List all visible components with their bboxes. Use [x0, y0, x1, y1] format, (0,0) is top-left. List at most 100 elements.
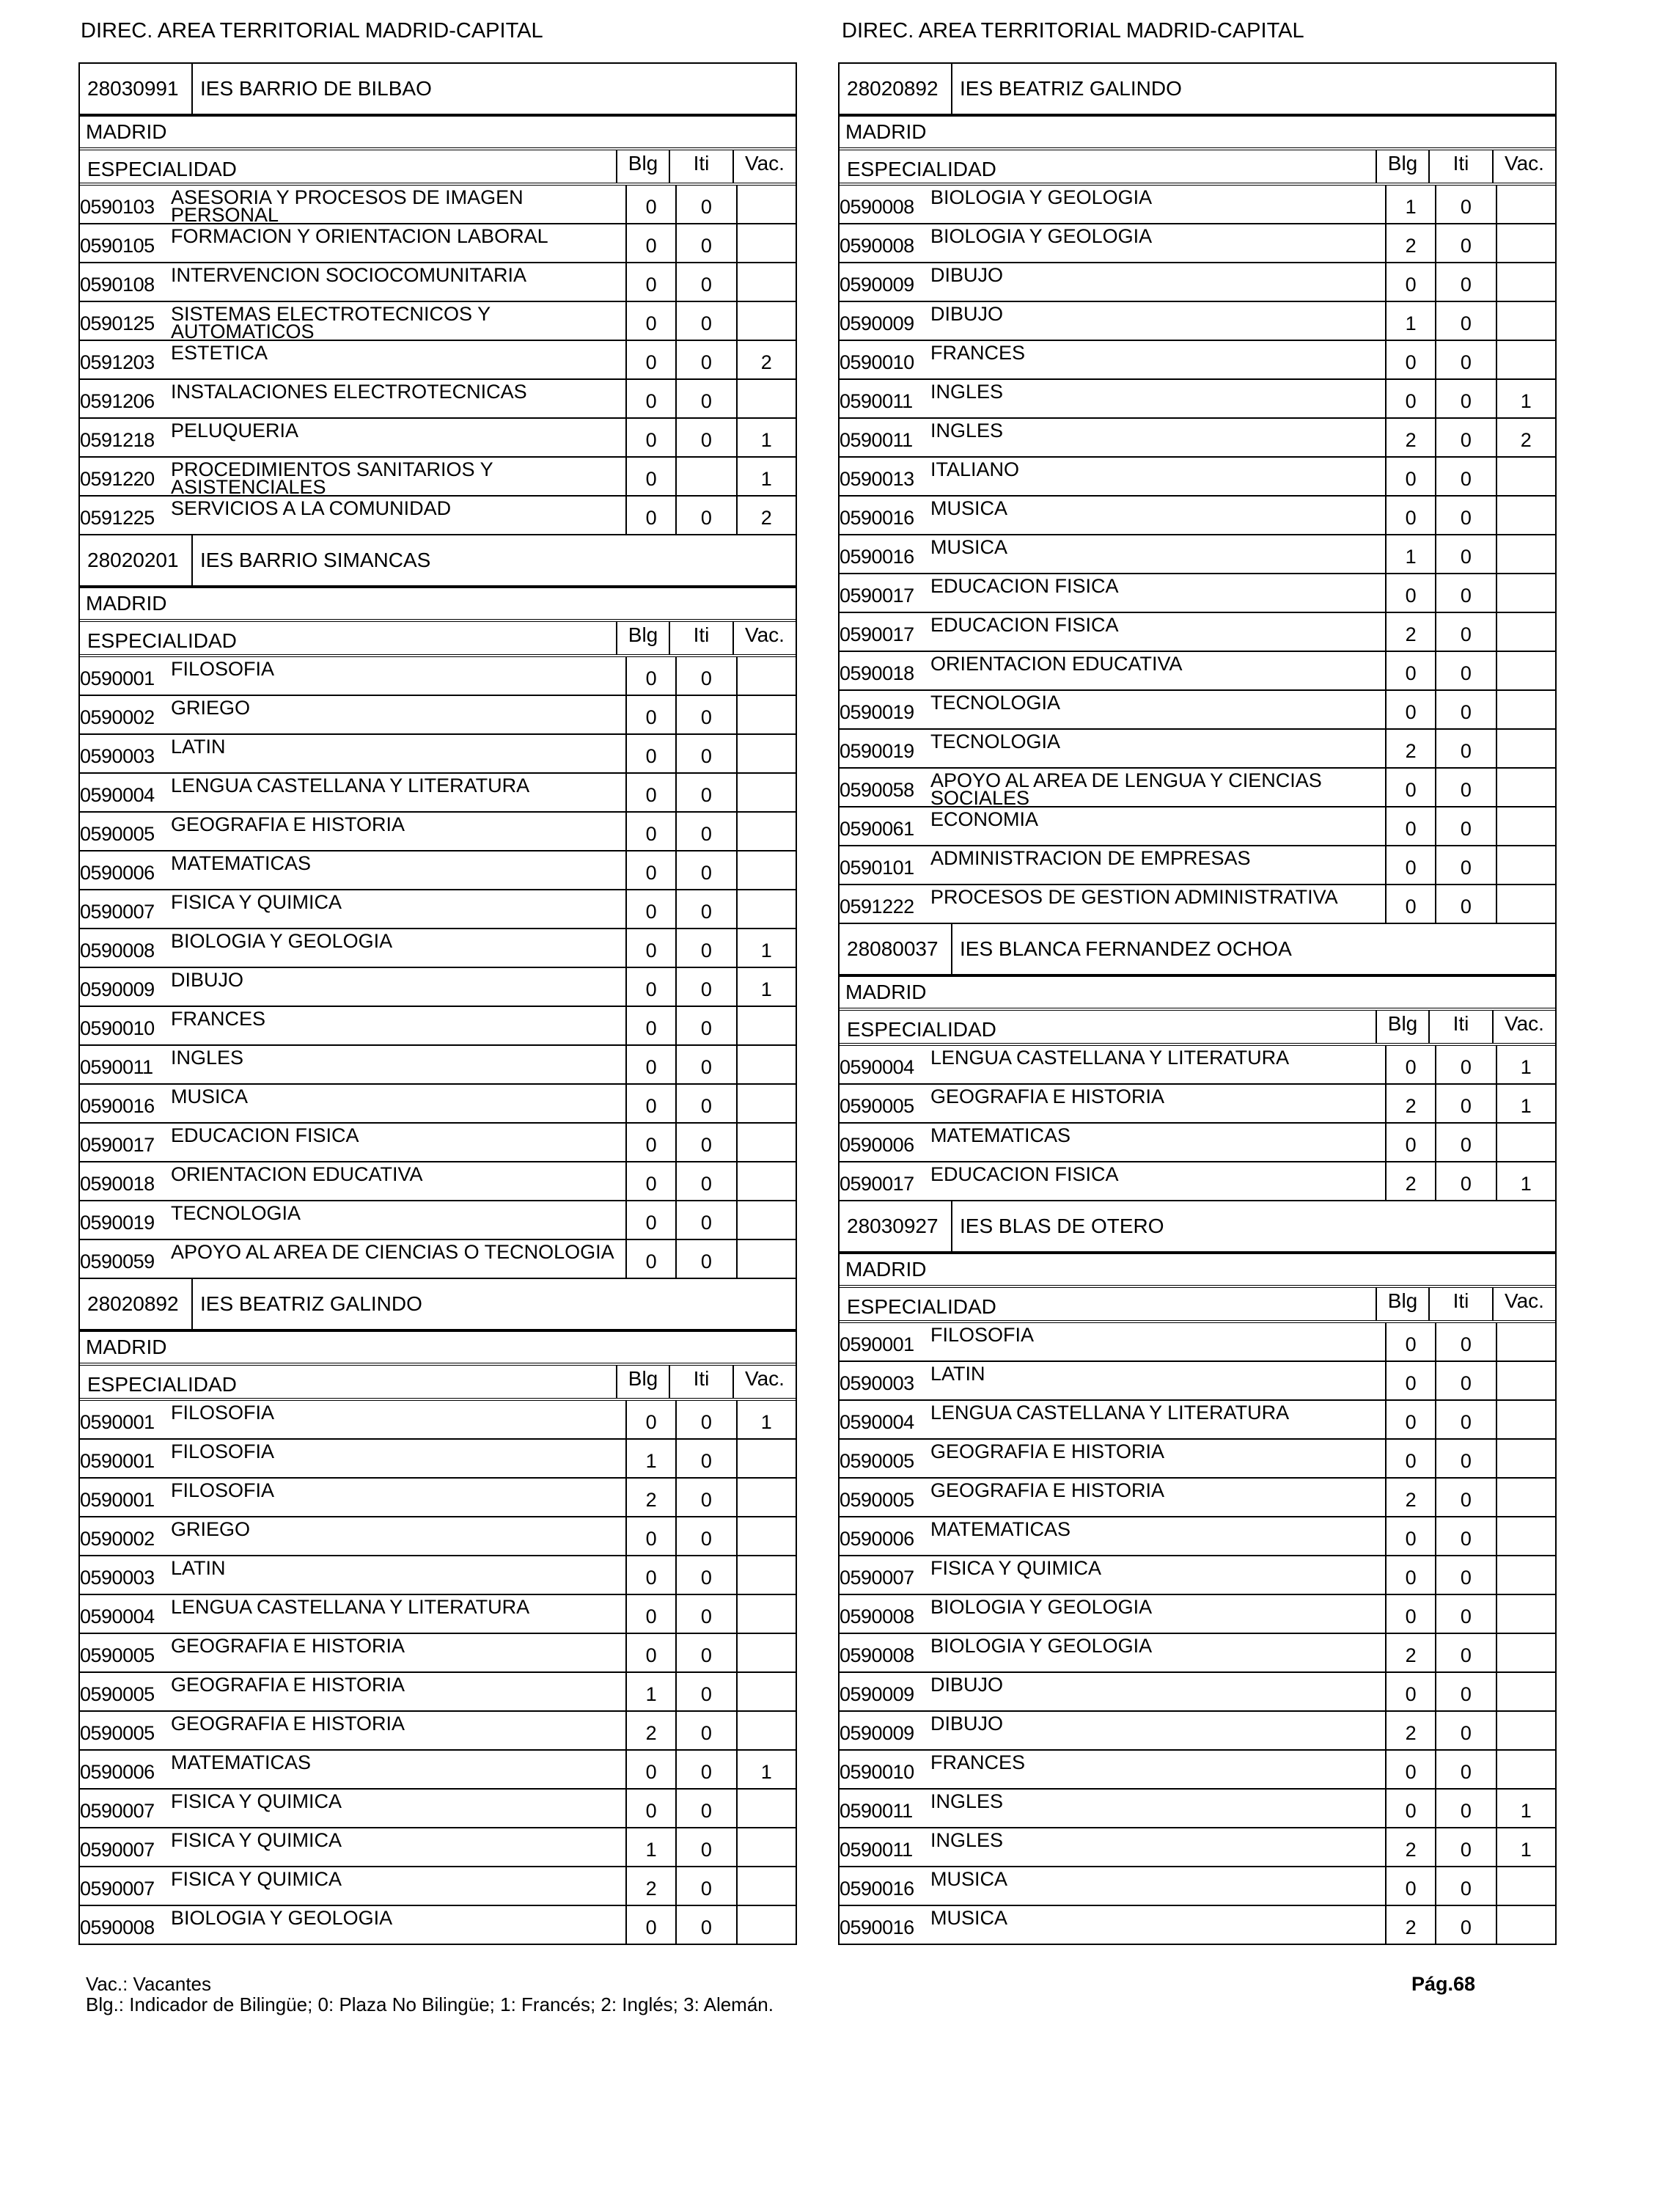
especialidad-name: BIOLOGIA Y GEOLOGIA	[171, 930, 393, 952]
blg-cell: 1	[1385, 535, 1435, 573]
table-row: 0590005 GEOGRAFIA E HISTORIA 2 0 1	[840, 1085, 1555, 1124]
iti-cell: 0	[1435, 458, 1495, 495]
vac-cell	[735, 1240, 796, 1278]
table-row: 0590017 EDUCACION FISICA 0 0	[80, 1124, 796, 1162]
especialidad-cell: 0591206 INSTALACIONES ELECTROTECNICAS	[80, 380, 625, 417]
especialidad-code: 0590008	[840, 235, 914, 257]
especialidad-cell: 0590101 ADMINISTRACION DE EMPRESAS	[840, 846, 1385, 884]
center-code: 28030927	[840, 1201, 952, 1251]
iti-cell: 0	[675, 1673, 735, 1710]
vac-cell	[1495, 691, 1555, 728]
especialidad-cell: 0590002 GRIEGO	[80, 696, 625, 733]
especialidad-name: LATIN	[171, 1557, 226, 1579]
center-code: 28020892	[80, 1279, 193, 1329]
especialidad-cell: 0590016 MUSICA	[840, 497, 1385, 534]
table-row: 0590103 ASESORIA Y PROCESOS DE IMAGEN PER…	[80, 186, 796, 225]
blg-cell: 0	[1385, 846, 1435, 884]
especialidad-name: ITALIANO	[930, 458, 1020, 480]
blg-cell: 0	[1385, 1673, 1435, 1710]
table-row: 0590005 GEOGRAFIA E HISTORIA 2 0	[840, 1479, 1555, 1517]
blg-cell: 0	[625, 1595, 675, 1633]
especialidad-code: 0590008	[840, 1644, 914, 1666]
blg-cell: 0	[625, 929, 675, 967]
blg-cell: 2	[625, 1712, 675, 1749]
vac-cell	[735, 380, 796, 417]
especialidad-name: PROCESOS DE GESTION ADMINISTRATIVA	[930, 886, 1338, 908]
especialidad-cell: 0591222 PROCESOS DE GESTION ADMINISTRATIV…	[840, 885, 1385, 923]
especialidad-name: LENGUA CASTELLANA Y LITERATURA	[930, 1047, 1290, 1069]
center-code: 28030991	[80, 64, 193, 114]
especialidad-cell: 0590005 GEOGRAFIA E HISTORIA	[840, 1085, 1385, 1122]
vac-cell	[1495, 769, 1555, 806]
vac-cell	[1495, 302, 1555, 340]
especialidad-code: 0590018	[840, 662, 914, 684]
especialidad-code: 0590017	[840, 623, 914, 645]
table-row: 0590013 ITALIANO 0 0	[840, 458, 1555, 497]
table-row: 0590011 INGLES 2 0 1	[840, 1828, 1555, 1867]
iti-cell: 0	[675, 1517, 735, 1555]
especialidad-name: FISICA Y QUIMICA	[930, 1557, 1102, 1579]
iti-cell: 0	[1435, 1517, 1495, 1555]
blg-cell: 0	[1385, 1401, 1435, 1438]
table-row: 0590011 INGLES 0 0	[80, 1046, 796, 1085]
especialidad-name: GEOGRAFIA E HISTORIA	[930, 1440, 1165, 1462]
blg-cell: 2	[1385, 224, 1435, 262]
especialidad-cell: 0591218 PELUQUERIA	[80, 419, 625, 456]
blg-cell: 0	[625, 419, 675, 456]
especialidad-name: FILOSOFIA	[930, 1324, 1035, 1346]
especialidad-code: 0590005	[840, 1489, 914, 1511]
table-header-row: ESPECIALIDAD Blg Iti Vac.	[80, 150, 796, 186]
blg-cell: 0	[625, 1556, 675, 1594]
especialidad-code: 0590016	[80, 1095, 155, 1117]
especialidad-cell: 0590007 FISICA Y QUIMICA	[80, 890, 625, 928]
especialidad-name: MATEMATICAS	[930, 1518, 1071, 1540]
especialidad-code: 0590016	[840, 1916, 914, 1938]
especialidad-code: 0590008	[840, 196, 914, 218]
especialidad-code: 0591220	[80, 468, 155, 490]
table-row: 0590003 LATIN 0 0	[80, 1556, 796, 1595]
blg-cell: 2	[1385, 1712, 1435, 1749]
blg-cell: 0	[625, 1906, 675, 1944]
center-block: 28020892 IES BEATRIZ GALINDO MADRID ESPECIA…	[838, 62, 1557, 924]
especialidad-code: 0590007	[80, 1878, 155, 1900]
especialidad-name: APOYO AL AREA DE CIENCIAS O TECNOLOGIA	[171, 1241, 614, 1263]
especialidad-code: 0590005	[80, 1683, 155, 1705]
especialidad-cell: 0590059 APOYO AL AREA DE CIENCIAS O TECNO…	[80, 1240, 625, 1278]
especialidad-code: 0590003	[840, 1372, 914, 1394]
vac-cell	[1495, 652, 1555, 689]
iti-cell: 0	[1435, 1751, 1495, 1788]
column-header-iti: Iti	[669, 1366, 732, 1398]
vac-cell	[735, 774, 796, 811]
especialidad-code: 0590006	[80, 862, 155, 884]
especialidad-code: 0591225	[80, 507, 155, 529]
especialidad-code: 0590008	[80, 1916, 155, 1938]
blg-cell: 2	[1385, 1085, 1435, 1122]
legend-vacantes: Vac.: Vacantes	[86, 1973, 212, 1995]
table-row: 0590006 MATEMATICAS 0 0	[840, 1517, 1555, 1556]
especialidad-code: 0590009	[80, 978, 155, 1000]
especialidad-cell: 0590004 LENGUA CASTELLANA Y LITERATURA	[840, 1401, 1385, 1438]
vac-cell	[1495, 1906, 1555, 1944]
iti-cell: 0	[1435, 1085, 1495, 1122]
blg-cell: 0	[625, 735, 675, 772]
especialidad-name: FILOSOFIA	[171, 1402, 275, 1424]
especialidad-code: 0590004	[80, 784, 155, 806]
blg-cell: 0	[625, 380, 675, 417]
blg-cell: 0	[625, 1517, 675, 1555]
table-row: 0590006 MATEMATICAS 0 0	[840, 1124, 1555, 1162]
vac-cell: 1	[735, 968, 796, 1006]
table-header-row: ESPECIALIDAD Blg Iti Vac.	[840, 1288, 1555, 1323]
especialidad-cell: 0590004 LENGUA CASTELLANA Y LITERATURA	[80, 774, 625, 811]
iti-cell: 0	[1435, 1362, 1495, 1399]
especialidad-cell: 0590061 ECONOMIA	[840, 807, 1385, 845]
table-row: 0590001 FILOSOFIA 0 0	[80, 657, 796, 696]
iti-cell: 0	[675, 735, 735, 772]
center-header: 28020892 IES BEATRIZ GALINDO	[80, 1279, 796, 1332]
especialidad-code: 0590002	[80, 706, 155, 728]
especialidad-cell: 0590004 LENGUA CASTELLANA Y LITERATURA	[80, 1595, 625, 1633]
table-row: 0590005 GEOGRAFIA E HISTORIA 0 0	[80, 813, 796, 852]
blg-cell: 0	[625, 1634, 675, 1671]
especialidad-name: GEOGRAFIA E HISTORIA	[930, 1479, 1165, 1501]
center-city: MADRID	[840, 117, 1555, 150]
blg-cell: 1	[1385, 186, 1435, 223]
